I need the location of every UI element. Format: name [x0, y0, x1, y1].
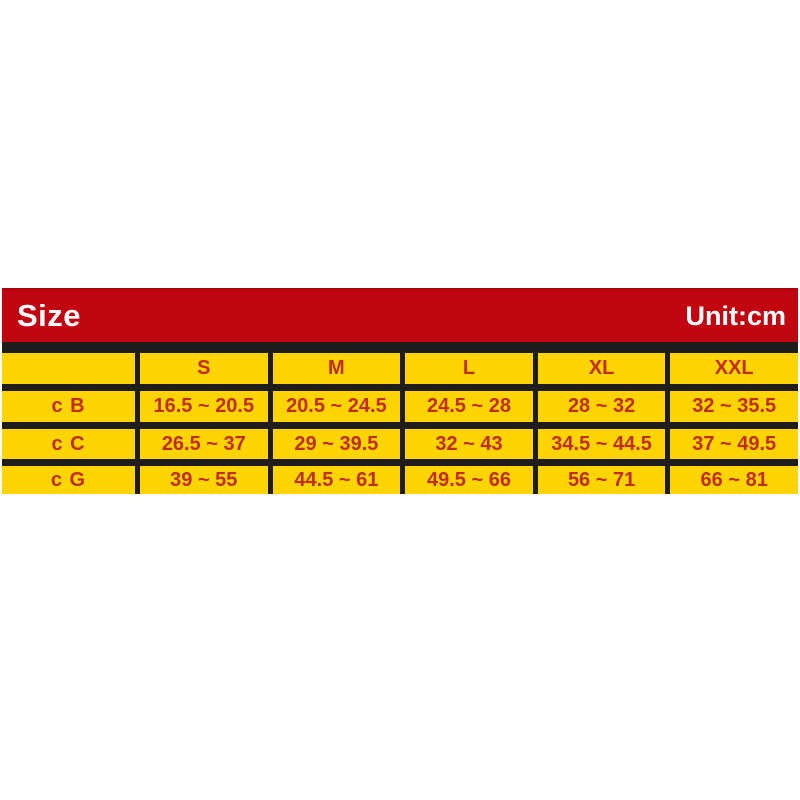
- row-label-cb: c B: [2, 391, 135, 422]
- column-header-xxl: XXL: [670, 353, 798, 384]
- cell-cb-xl: 28 ~ 32: [537, 391, 666, 422]
- cell-cb-m: 20.5 ~ 24.5: [272, 391, 401, 422]
- size-table: S M L XL XXL c B 16.5 ~ 20.5 20.5 ~ 24.5…: [2, 342, 798, 494]
- cell-cb-s: 16.5 ~ 20.5: [140, 391, 268, 422]
- row-label-cc: c C: [2, 429, 135, 459]
- column-header-xl: XL: [537, 353, 666, 384]
- row-label-cg: c G: [2, 466, 135, 494]
- cell-cg-xl: 56 ~ 71: [537, 466, 666, 494]
- size-chart-title: Size: [17, 298, 82, 333]
- cell-cg-xxl: 66 ~ 81: [670, 466, 798, 494]
- unit-label: Unit:cm: [685, 300, 787, 331]
- cell-cg-m: 44.5 ~ 61: [272, 466, 401, 494]
- cell-cb-xxl: 32 ~ 35.5: [670, 391, 798, 422]
- cell-cc-xl: 34.5 ~ 44.5: [537, 429, 666, 459]
- cell-cb-l: 24.5 ~ 28: [405, 391, 533, 422]
- cell-cg-l: 49.5 ~ 66: [405, 466, 533, 494]
- size-chart: Size Unit:cm S M L XL XXL c B 16.5 ~ 20.…: [2, 288, 798, 494]
- column-header-m: M: [272, 353, 401, 384]
- column-header-l: L: [405, 353, 533, 384]
- corner-cell: [2, 353, 135, 384]
- cell-cc-m: 29 ~ 39.5: [272, 429, 401, 459]
- cell-cg-s: 39 ~ 55: [140, 466, 268, 494]
- cell-cc-xxl: 37 ~ 49.5: [670, 429, 798, 459]
- column-header-s: S: [140, 353, 268, 384]
- cell-cc-s: 26.5 ~ 37: [140, 429, 268, 459]
- size-chart-title-bar: Size Unit:cm: [2, 288, 798, 342]
- cell-cc-l: 32 ~ 43: [405, 429, 533, 459]
